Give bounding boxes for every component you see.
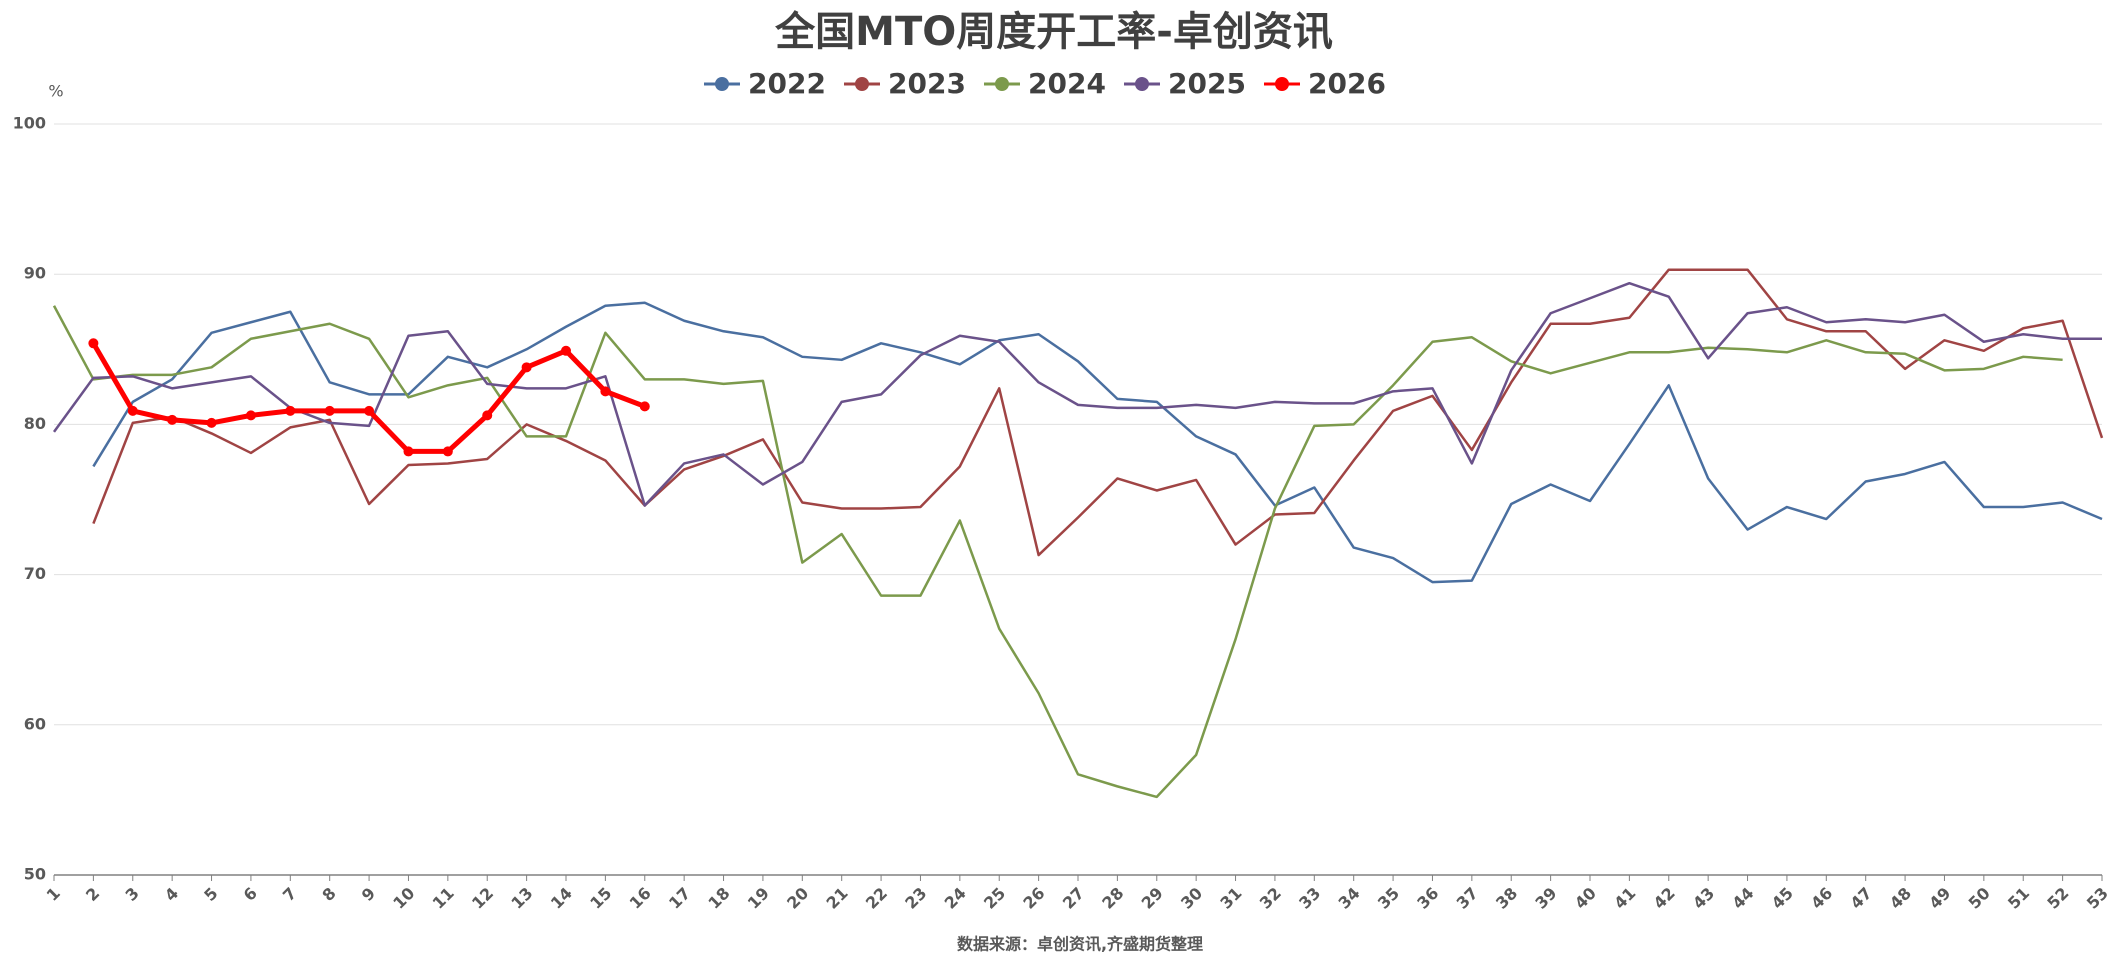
point	[206, 417, 217, 428]
point	[600, 386, 611, 397]
x-tick-label: 20	[783, 884, 812, 913]
point	[561, 345, 571, 356]
x-tick-label: 12	[468, 884, 497, 913]
series-line	[92, 268, 2104, 557]
y-tick-label: 80	[24, 414, 46, 433]
legend-label: 2022	[748, 67, 826, 100]
y-unit: %	[48, 82, 63, 101]
point	[521, 362, 532, 373]
legend-marker	[995, 77, 1009, 91]
x-tick-label: 42	[1650, 884, 1679, 913]
x-tick-label: 28	[1098, 884, 1127, 913]
x-tick-label: 24	[941, 884, 970, 913]
x-tick-label: 21	[823, 884, 852, 913]
y-tick-label: 90	[24, 264, 46, 283]
y-tick-label: 60	[24, 714, 46, 733]
x-tick-label: 29	[1138, 884, 1167, 913]
x-tick-label: 38	[1492, 884, 1521, 913]
y-tick-label: 100	[13, 114, 46, 133]
legend-marker	[855, 77, 869, 91]
x-tick-label: 33	[1295, 884, 1324, 913]
x-tick-label: 8	[318, 884, 339, 905]
point	[639, 401, 650, 412]
x-tick-label: 5	[200, 884, 221, 905]
x-tick-label: 17	[665, 884, 694, 913]
source-note: 数据来源：卓创资讯,齐盛期货整理	[957, 935, 1203, 954]
x-tick-label: 32	[1256, 884, 1285, 913]
x-tick-label: 14	[547, 884, 576, 913]
x-tick-label: 2	[82, 884, 103, 905]
chart-title: 全国MTO周度开工率-卓创资讯	[774, 9, 1333, 55]
point	[127, 405, 138, 416]
x-tick-label: 39	[1531, 884, 1560, 913]
x-tick-label: 16	[626, 884, 655, 913]
legend-label: 2025	[1168, 67, 1246, 100]
point	[245, 410, 256, 421]
x-tick-label: 7	[279, 884, 300, 905]
x-tick-label: 22	[862, 884, 891, 913]
point	[403, 446, 414, 457]
x-tick-label: 34	[1335, 884, 1364, 913]
point	[482, 410, 493, 421]
x-tick-label: 6	[240, 884, 261, 905]
x-tick-label: 45	[1768, 884, 1797, 913]
legend-label: 2026	[1308, 67, 1386, 100]
x-tick-label: 36	[1413, 884, 1442, 913]
x-tick-label: 25	[980, 884, 1009, 913]
point	[324, 405, 335, 416]
x-tick-label: 43	[1689, 884, 1718, 913]
x-tick-label: 9	[358, 884, 379, 905]
legend-marker	[715, 77, 729, 91]
series-line	[52, 305, 2063, 799]
x-tick-label: 47	[1847, 884, 1876, 913]
point	[442, 446, 453, 457]
point	[88, 338, 99, 349]
series-line	[52, 281, 2102, 507]
x-tick-label: 19	[744, 884, 773, 913]
x-tick-label: 30	[1177, 884, 1206, 913]
x-tick-label: 31	[1216, 884, 1245, 913]
point	[167, 414, 178, 425]
x-tick-label: 49	[1925, 884, 1954, 913]
x-tick-label: 40	[1571, 884, 1600, 913]
y-tick-label: 50	[24, 865, 46, 884]
point	[364, 405, 375, 416]
x-tick-label: 11	[429, 884, 458, 913]
x-tick-label: 51	[2004, 884, 2033, 913]
series-line	[92, 301, 2103, 584]
x-tick-label: 50	[1965, 884, 1994, 913]
y-tick-label: 70	[24, 564, 46, 583]
x-tick-label: 1	[43, 884, 64, 905]
x-tick-label: 52	[2043, 884, 2072, 913]
x-tick-label: 44	[1728, 884, 1757, 913]
x-tick-label: 15	[586, 884, 615, 913]
x-tick-label: 53	[2083, 884, 2108, 913]
x-tick-label: 35	[1374, 884, 1403, 913]
x-tick-label: 26	[1019, 884, 1048, 913]
x-tick-label: 46	[1807, 884, 1836, 913]
x-tick-label: 10	[389, 884, 418, 913]
x-tick-label: 18	[704, 884, 733, 913]
x-tick-label: 4	[161, 884, 182, 905]
x-tick-label: 3	[121, 884, 142, 905]
x-tick-label: 37	[1453, 884, 1482, 913]
legend-marker	[1135, 77, 1149, 91]
point	[285, 405, 296, 416]
x-tick-label: 23	[901, 884, 930, 913]
x-tick-label: 41	[1610, 884, 1639, 913]
x-tick-label: 13	[507, 884, 536, 913]
legend-label: 2023	[888, 67, 966, 100]
legend-label: 2024	[1028, 67, 1106, 100]
x-tick-label: 27	[1059, 884, 1088, 913]
legend-marker	[1275, 77, 1289, 91]
x-tick-label: 48	[1886, 884, 1915, 913]
